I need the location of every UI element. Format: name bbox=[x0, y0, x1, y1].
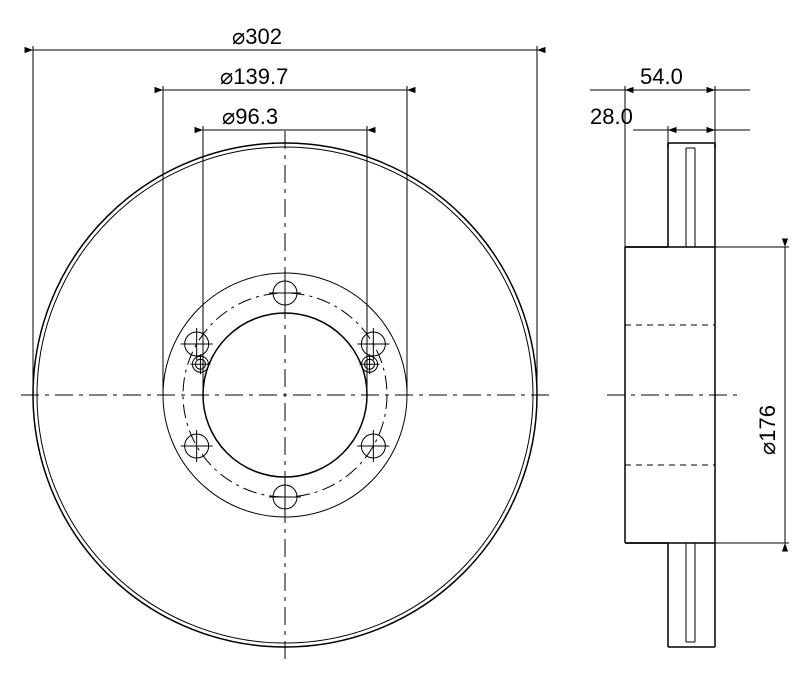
dimension-label: ⌀96.3 bbox=[222, 104, 278, 129]
dimension-label: ⌀176 bbox=[755, 405, 780, 455]
dimension-label: 54.0 bbox=[640, 64, 683, 89]
side-view bbox=[607, 143, 743, 647]
technical-drawing: ⌀302 ⌀139.7 ⌀96.3 54.0 28.0 ⌀176 bbox=[0, 0, 800, 682]
front-view bbox=[21, 131, 549, 659]
dimension-label: ⌀139.7 bbox=[220, 64, 288, 89]
dimension-label: 28.0 bbox=[590, 104, 633, 129]
dimension-label: ⌀302 bbox=[232, 24, 282, 49]
